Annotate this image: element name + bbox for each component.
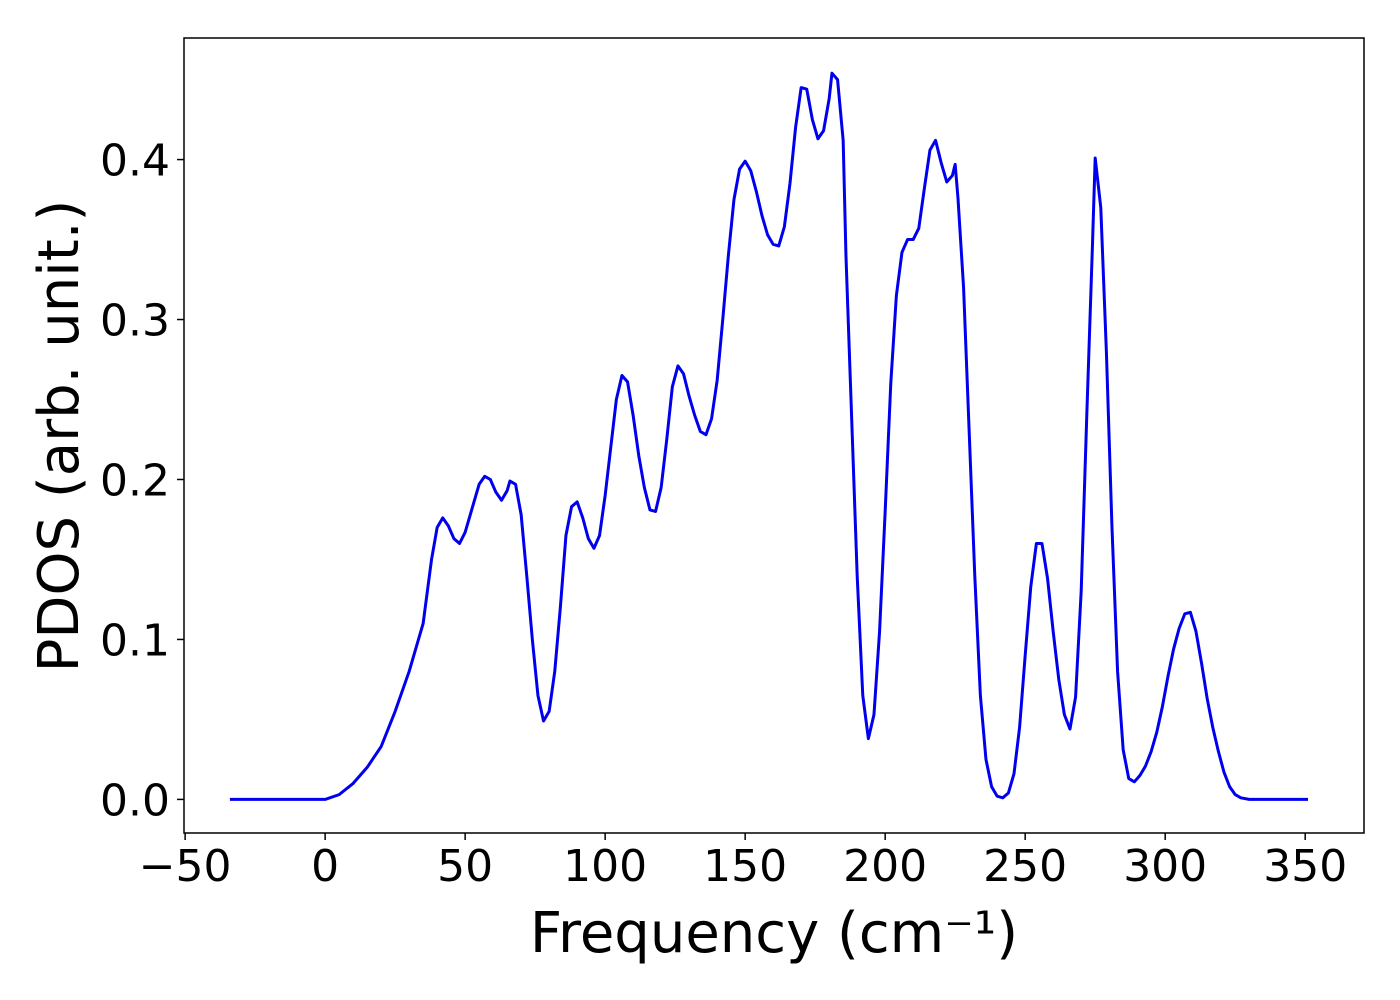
x-tick-label: 300 [1123,841,1207,892]
line-series [229,71,1308,801]
x-tick-label: 250 [983,841,1067,892]
x-tick-label: 150 [703,841,787,892]
y-tick-label: 0.3 [100,296,170,347]
y-tick-label: 0.1 [100,615,170,666]
x-tick-label: 0 [311,841,339,892]
x-tick-label: 100 [563,841,647,892]
y-tick-label: 0.0 [100,775,170,826]
x-tick-label: 350 [1263,841,1347,892]
y-tick-label: 0.2 [100,455,170,506]
x-tick-label: 200 [843,841,927,892]
x-tick-label: 50 [437,841,493,892]
axes-frame [183,37,1365,834]
x-tick-label: −50 [139,841,232,892]
x-axis-label: Frequency (cm⁻¹) [530,901,1018,966]
y-tick-label: 0.4 [100,136,170,187]
y-axis-label: PDOS (arb. unit.) [27,200,92,673]
